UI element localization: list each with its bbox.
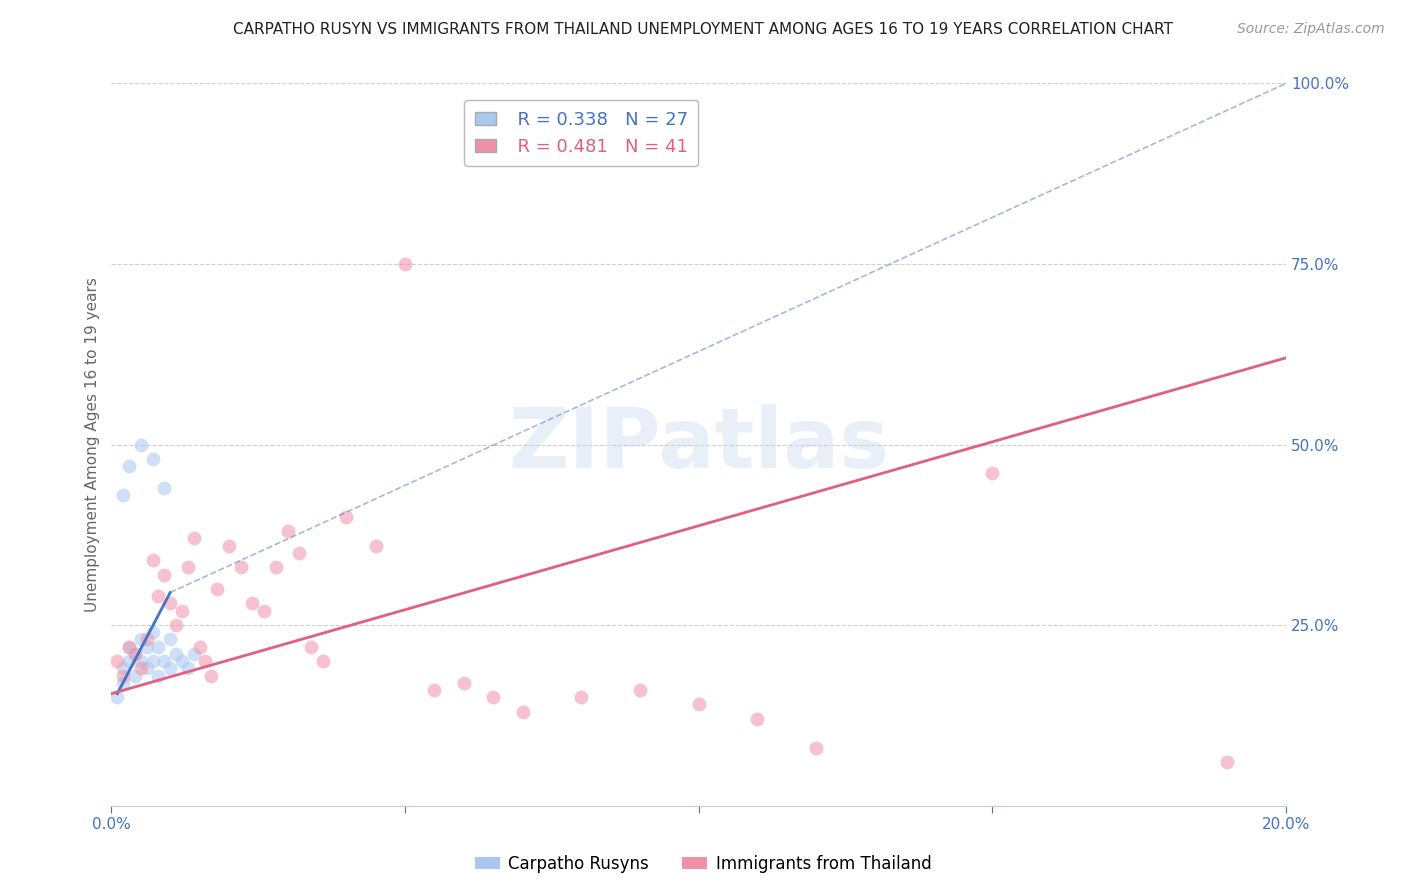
Point (141, 553, 163, 567)
Point (112, 488, 135, 502)
Point (253, 604, 276, 618)
Point (364, 539, 387, 553)
Point (124, 647, 146, 661)
Point (141, 452, 163, 467)
Point (299, 640, 322, 654)
Point (981, 467, 1004, 481)
Point (183, 532, 205, 546)
Point (335, 509, 357, 524)
Point (129, 654, 152, 668)
Point (200, 668, 222, 682)
Point (135, 640, 157, 654)
Point (394, 257, 416, 271)
Point (148, 640, 170, 654)
Point (277, 524, 299, 538)
Point (804, 740, 827, 755)
Point (423, 683, 446, 698)
Point (170, 654, 193, 668)
Point (148, 668, 170, 682)
Legend: Carpatho Rusyns, Immigrants from Thailand: Carpatho Rusyns, Immigrants from Thailan… (468, 848, 938, 880)
Legend:   R = 0.338   N = 27,   R = 0.481   N = 41: R = 0.338 N = 27, R = 0.481 N = 41 (464, 100, 699, 167)
Point (118, 654, 141, 668)
Point (105, 654, 128, 668)
Text: Source: ZipAtlas.com: Source: ZipAtlas.com (1237, 22, 1385, 37)
Point (135, 661, 157, 675)
Point (188, 640, 211, 654)
Point (159, 632, 181, 647)
Point (159, 661, 181, 675)
Point (165, 647, 187, 661)
Point (148, 589, 170, 603)
Point (183, 647, 205, 661)
Point (124, 668, 146, 682)
Point (240, 596, 263, 610)
Point (141, 654, 163, 668)
Point (747, 712, 769, 726)
Point (118, 640, 141, 654)
Point (129, 661, 152, 675)
Point (177, 661, 200, 675)
Point (453, 676, 475, 690)
Point (153, 567, 176, 582)
Point (229, 560, 252, 574)
Point (153, 481, 176, 495)
Point (312, 654, 335, 668)
Point (512, 705, 534, 719)
Point (482, 690, 505, 705)
Point (569, 690, 592, 705)
Point (218, 539, 240, 553)
Point (159, 596, 181, 610)
Point (165, 618, 187, 632)
Point (112, 668, 135, 682)
Point (205, 582, 228, 596)
Point (135, 632, 157, 647)
Point (177, 560, 200, 574)
Y-axis label: Unemployment Among Ages 16 to 19 years: Unemployment Among Ages 16 to 19 years (86, 277, 100, 612)
Point (628, 683, 651, 698)
Point (1216, 756, 1239, 770)
Point (129, 437, 152, 451)
Point (112, 661, 135, 675)
Point (170, 604, 193, 618)
Point (124, 647, 146, 661)
Point (129, 632, 152, 647)
Point (288, 546, 311, 560)
Text: CARPATHO RUSYN VS IMMIGRANTS FROM THAILAND UNEMPLOYMENT AMONG AGES 16 TO 19 YEAR: CARPATHO RUSYN VS IMMIGRANTS FROM THAILA… (233, 22, 1173, 37)
Point (264, 560, 287, 574)
Point (194, 654, 217, 668)
Point (105, 690, 128, 705)
Point (153, 654, 176, 668)
Point (141, 625, 163, 640)
Point (688, 698, 710, 712)
Text: ZIPatlas: ZIPatlas (508, 404, 889, 485)
Point (118, 640, 141, 654)
Point (112, 676, 135, 690)
Point (118, 459, 141, 474)
